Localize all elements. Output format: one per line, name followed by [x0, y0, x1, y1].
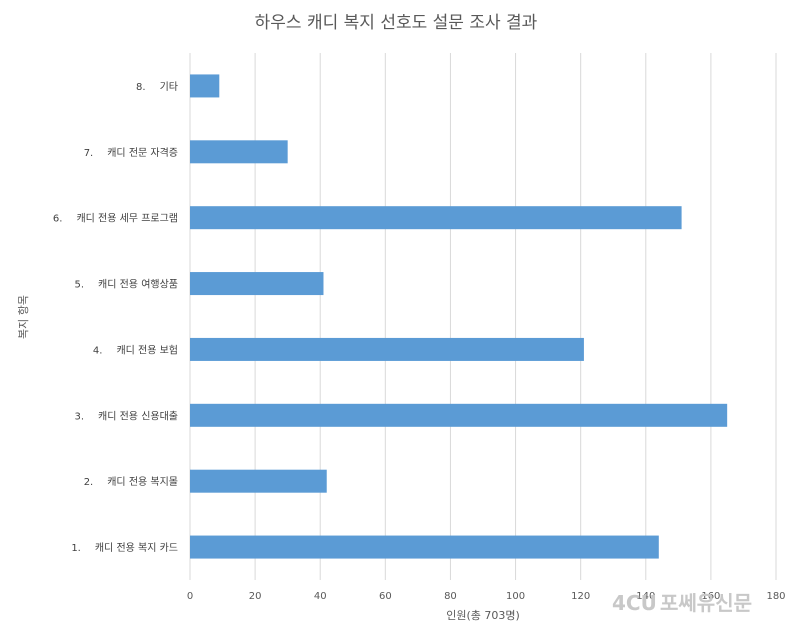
- watermark-text: 포쎄유신문: [660, 591, 752, 615]
- bar: [190, 140, 288, 164]
- category-number: 2.: [84, 477, 94, 488]
- category-labels: 기타 8. 캐디 전문 자격증 7. 캐디 전용 세무 프로그램 6. 캐디 전용 여행상품…: [53, 81, 178, 554]
- category-label: 캐디 전용 보험: [116, 344, 178, 356]
- bars: [190, 74, 728, 559]
- x-tick-label: 140: [636, 591, 655, 602]
- category-number: 1.: [71, 543, 81, 554]
- x-tick-labels: 0 20 40 60 80 100 120 140 160 180: [187, 591, 786, 602]
- chart-title: 하우스 캐디 복지 선호도 설문 조사 결과: [255, 13, 538, 33]
- watermark-logo: 4CU: [612, 591, 657, 615]
- y-axis-label: 복지 항목: [17, 295, 30, 339]
- x-tick-label: 40: [314, 591, 327, 602]
- category-label: 캐디 전용 세무 프로그램: [76, 213, 178, 225]
- bar: [190, 535, 659, 559]
- category-label: 캐디 전용 신용대출: [98, 410, 178, 422]
- bar: [190, 74, 220, 98]
- category-label: 캐디 전용 복지 카드: [95, 542, 178, 554]
- x-tick-label: 20: [249, 591, 262, 602]
- x-tick-label: 120: [571, 591, 590, 602]
- bar: [190, 206, 682, 230]
- category-number: 3.: [74, 411, 84, 422]
- bar: [190, 272, 324, 296]
- x-tick-label: 180: [766, 591, 785, 602]
- x-axis-label: 인원(총 703명): [446, 609, 520, 622]
- category-label: 캐디 전용 복지몰: [107, 476, 178, 488]
- watermark: 4CU 포쎄유신문: [612, 591, 752, 615]
- gridlines: [189, 53, 777, 580]
- x-tick-label: 0: [187, 591, 193, 602]
- category-number: 6.: [53, 214, 63, 225]
- x-tick-label: 100: [506, 591, 525, 602]
- bar: [190, 469, 327, 493]
- category-label: 캐디 전문 자격증: [107, 146, 178, 159]
- x-tick-label: 60: [379, 591, 392, 602]
- category-number: 7.: [84, 148, 94, 159]
- category-label: 기타: [160, 81, 178, 93]
- bar: [190, 403, 728, 427]
- category-label: 캐디 전용 여행상품: [98, 279, 178, 291]
- bar: [190, 337, 584, 361]
- category-number: 4.: [93, 345, 103, 356]
- x-tick-label: 80: [444, 591, 457, 602]
- category-number: 5.: [74, 280, 84, 291]
- category-number: 8.: [136, 82, 146, 93]
- x-tick-label: 160: [701, 591, 720, 602]
